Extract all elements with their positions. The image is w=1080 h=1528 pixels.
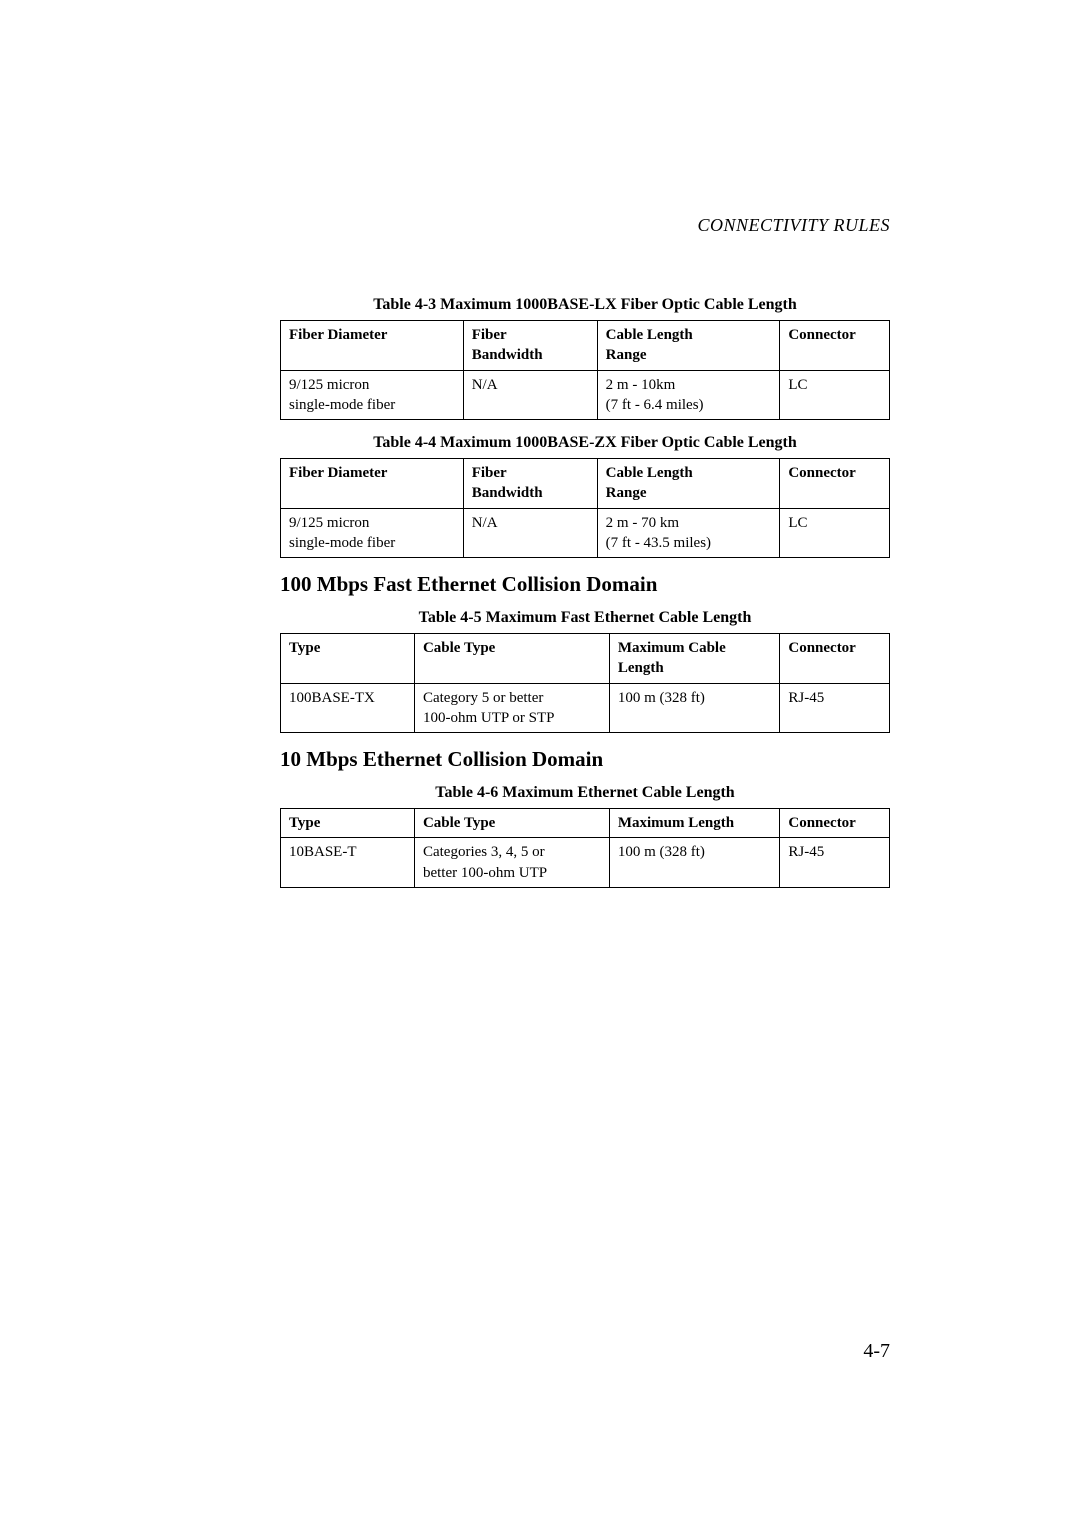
cell-cable-type: Categories 3, 4, 5 or better 100-ohm UTP (414, 838, 609, 888)
cell-line: better 100-ohm UTP (423, 865, 547, 881)
cell-range: 2 m - 10km (7 ft - 6.4 miles) (597, 370, 780, 420)
cell-line: single-mode fiber (289, 397, 395, 413)
header-connector: Connector (780, 321, 890, 371)
header-line: Cable Length (606, 327, 693, 343)
section-100mbps-heading: 100 Mbps Fast Ethernet Collision Domain (280, 572, 890, 597)
cell-line: (7 ft - 6.4 miles) (606, 397, 704, 413)
table-4-4: Fiber Diameter Fiber Bandwidth Cable Len… (280, 458, 890, 558)
table-4-6: Type Cable Type Maximum Length Connector… (280, 808, 890, 888)
table-row: 9/125 micron single-mode fiber N/A 2 m -… (281, 508, 890, 558)
header-type: Type (281, 809, 415, 838)
header-cable-type: Cable Type (414, 634, 609, 684)
cell-connector: LC (780, 370, 890, 420)
cell-connector: RJ-45 (780, 683, 890, 733)
table-header-row: Type Cable Type Maximum Length Connector (281, 809, 890, 838)
cell-fiber-diameter: 9/125 micron single-mode fiber (281, 508, 464, 558)
cell-connector: LC (780, 508, 890, 558)
table-row: 100BASE-TX Category 5 or better 100-ohm … (281, 683, 890, 733)
cell-type: 100BASE-TX (281, 683, 415, 733)
table-header-row: Fiber Diameter Fiber Bandwidth Cable Len… (281, 321, 890, 371)
cell-line: 2 m - 70 km (606, 515, 679, 531)
header-fiber-diameter: Fiber Diameter (281, 459, 464, 509)
table-4-3: Fiber Diameter Fiber Bandwidth Cable Len… (280, 320, 890, 420)
table-header-row: Type Cable Type Maximum Cable Length Con… (281, 634, 890, 684)
header-cable-type: Cable Type (414, 809, 609, 838)
header-line: Fiber (472, 327, 507, 343)
header-line: Range (606, 347, 647, 363)
cell-fiber-diameter: 9/125 micron single-mode fiber (281, 370, 464, 420)
table-header-row: Fiber Diameter Fiber Bandwidth Cable Len… (281, 459, 890, 509)
header-connector: Connector (780, 809, 890, 838)
header-max-length: Maximum Length (609, 809, 780, 838)
header-line: Maximum Cable (618, 640, 726, 656)
table-4-3-caption: Table 4-3 Maximum 1000BASE-LX Fiber Opti… (280, 296, 890, 314)
table-row: 9/125 micron single-mode fiber N/A 2 m -… (281, 370, 890, 420)
header-line: Length (618, 660, 664, 676)
cell-line: Categories 3, 4, 5 or (423, 844, 545, 860)
cell-range: 2 m - 70 km (7 ft - 43.5 miles) (597, 508, 780, 558)
header-max-length: Maximum Cable Length (609, 634, 780, 684)
table-4-6-caption: Table 4-6 Maximum Ethernet Cable Length (280, 784, 890, 802)
cell-line: single-mode fiber (289, 535, 395, 551)
cell-bandwidth: N/A (463, 508, 597, 558)
section-10mbps-heading: 10 Mbps Ethernet Collision Domain (280, 747, 890, 772)
header-fiber-diameter: Fiber Diameter (281, 321, 464, 371)
header-line: Bandwidth (472, 485, 543, 501)
cell-line: Category 5 or better (423, 690, 543, 706)
cell-bandwidth: N/A (463, 370, 597, 420)
table-4-4-caption: Table 4-4 Maximum 1000BASE-ZX Fiber Opti… (280, 434, 890, 452)
header-type: Type (281, 634, 415, 684)
table-4-5-caption: Table 4-5 Maximum Fast Ethernet Cable Le… (280, 609, 890, 627)
header-connector: Connector (780, 634, 890, 684)
cell-max-length: 100 m (328 ft) (609, 683, 780, 733)
cell-line: 9/125 micron (289, 377, 369, 393)
table-row: 10BASE-T Categories 3, 4, 5 or better 10… (281, 838, 890, 888)
header-fiber-bandwidth: Fiber Bandwidth (463, 459, 597, 509)
header-cable-length-range: Cable Length Range (597, 321, 780, 371)
header-fiber-bandwidth: Fiber Bandwidth (463, 321, 597, 371)
page-number: 4-7 (863, 1340, 890, 1363)
header-line: Cable Length (606, 465, 693, 481)
cell-type: 10BASE-T (281, 838, 415, 888)
header-connector: Connector (780, 459, 890, 509)
cell-line: 9/125 micron (289, 515, 369, 531)
cell-max-length: 100 m (328 ft) (609, 838, 780, 888)
header-cable-length-range: Cable Length Range (597, 459, 780, 509)
header-line: Range (606, 485, 647, 501)
cell-connector: RJ-45 (780, 838, 890, 888)
running-header: CONNECTIVITY RULES (280, 215, 890, 236)
cell-line: 100-ohm UTP or STP (423, 710, 555, 726)
header-line: Fiber (472, 465, 507, 481)
cell-line: (7 ft - 43.5 miles) (606, 535, 711, 551)
cell-line: 2 m - 10km (606, 377, 676, 393)
header-line: Bandwidth (472, 347, 543, 363)
cell-cable-type: Category 5 or better 100-ohm UTP or STP (414, 683, 609, 733)
table-4-5: Type Cable Type Maximum Cable Length Con… (280, 633, 890, 733)
